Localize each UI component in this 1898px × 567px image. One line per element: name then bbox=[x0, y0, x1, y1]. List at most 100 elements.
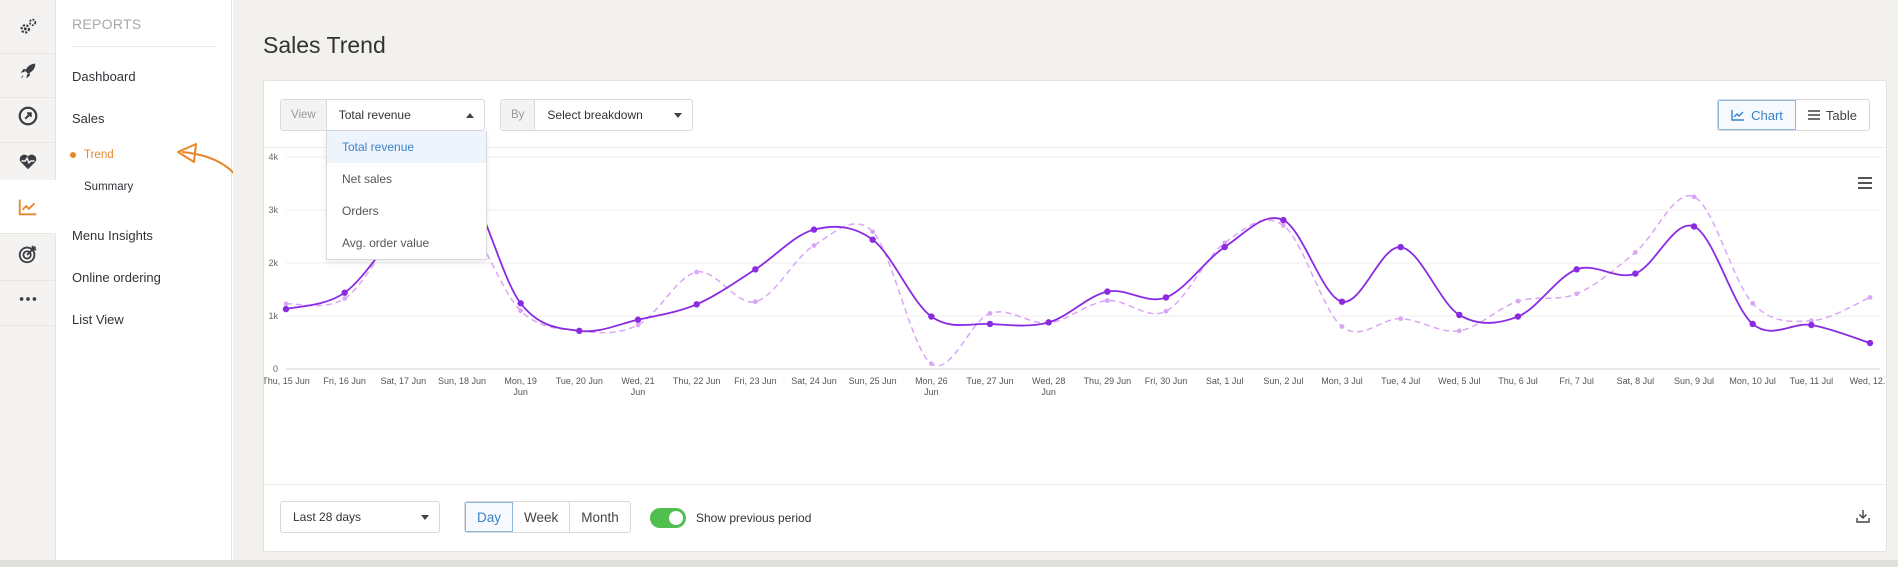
x-tick-label: Thu, 22 Jun bbox=[673, 376, 721, 386]
dropdown-option-net-sales[interactable]: Net sales bbox=[342, 172, 393, 186]
previous-period-point bbox=[342, 296, 348, 301]
chart-view-label: Chart bbox=[1751, 107, 1783, 123]
x-tick-label: Fri, 23 Jun bbox=[734, 376, 777, 386]
previous-period-point bbox=[1808, 318, 1814, 324]
previous-period-point bbox=[811, 243, 817, 248]
dropdown-option-orders[interactable]: Orders bbox=[342, 204, 379, 218]
view-dropdown-menu: Total revenue Net sales Orders Avg. orde… bbox=[326, 131, 487, 260]
table-view-label: Table bbox=[1825, 107, 1857, 123]
show-previous-label: Show previous period bbox=[696, 511, 812, 525]
sidebar-item-summary[interactable]: Summary bbox=[84, 181, 134, 193]
x-tick-label: Sat, 8 Jul bbox=[1617, 376, 1655, 386]
previous-period-point bbox=[1339, 324, 1345, 329]
current-period-point bbox=[986, 320, 994, 328]
breakdown-select-value: Select breakdown bbox=[547, 108, 643, 122]
x-tick-label: Fri, 7 Jul bbox=[1559, 376, 1594, 386]
previous-period-point bbox=[1867, 295, 1873, 300]
view-select-value: Total revenue bbox=[338, 108, 411, 122]
chart-view-button[interactable]: Chart bbox=[1718, 100, 1796, 130]
current-period-point bbox=[1104, 288, 1111, 295]
download-icon[interactable] bbox=[1856, 509, 1870, 523]
sidebar-heading: REPORTS bbox=[72, 16, 142, 32]
sidebar-item-menu-insights[interactable]: Menu Insights bbox=[72, 228, 153, 243]
y-tick-label: 1k bbox=[268, 311, 278, 321]
previous-period-point bbox=[1280, 222, 1286, 228]
x-tick-label: Sat, 24 Jun bbox=[791, 376, 837, 386]
previous-period-point bbox=[635, 322, 641, 328]
current-period-point bbox=[1456, 311, 1463, 319]
dropdown-option-avg-order-value[interactable]: Avg. order value bbox=[342, 236, 430, 250]
breakdown-select[interactable]: By Select breakdown bbox=[500, 99, 693, 131]
previous-period-point bbox=[1750, 300, 1756, 306]
x-tick-label: Fri, 30 Jun bbox=[1145, 376, 1188, 386]
previous-period-line bbox=[285, 195, 1871, 367]
granularity-day-button[interactable]: Day bbox=[465, 502, 514, 532]
previous-period-point bbox=[1574, 291, 1580, 297]
rail-item-dashboard[interactable] bbox=[0, 89, 56, 143]
table-view-button[interactable]: Table bbox=[1796, 100, 1869, 130]
page-bottom-edge bbox=[0, 560, 1898, 567]
granularity-toggle: Day Week Month bbox=[464, 501, 631, 533]
report-card: View Total revenue Total revenue Net sal… bbox=[263, 80, 1887, 552]
previous-period-point bbox=[1222, 240, 1228, 246]
x-tick-label: Mon, 10 Jul bbox=[1729, 376, 1776, 386]
view-select-value-wrap: Total revenue bbox=[327, 100, 484, 130]
x-tick-label: Thu, 15 Jun bbox=[264, 376, 310, 386]
current-period-point bbox=[693, 301, 700, 308]
rail-item-settings[interactable] bbox=[0, 0, 56, 54]
toolbar-divider bbox=[264, 147, 1886, 148]
x-tick-label: Sun, 2 Jul bbox=[1263, 376, 1303, 386]
show-previous-toggle[interactable] bbox=[650, 508, 686, 528]
previous-period-point bbox=[518, 308, 524, 314]
footer-divider bbox=[264, 484, 1886, 485]
view-select[interactable]: View Total revenue bbox=[280, 99, 485, 131]
gears-icon bbox=[20, 18, 37, 34]
dropdown-option-total-revenue[interactable]: Total revenue bbox=[327, 131, 486, 163]
granularity-week-button[interactable]: Week bbox=[513, 502, 571, 532]
sidebar-item-sales[interactable]: Sales bbox=[72, 111, 105, 126]
y-tick-label: 3k bbox=[268, 205, 278, 215]
x-tick-label: Jun bbox=[924, 387, 939, 397]
sidebar-item-dashboard[interactable]: Dashboard bbox=[72, 69, 136, 84]
heart-pulse-icon bbox=[19, 154, 37, 169]
previous-period-point bbox=[1398, 316, 1404, 322]
caret-down-icon bbox=[674, 113, 682, 118]
sidebar-item-trend[interactable]: Trend bbox=[84, 149, 114, 161]
x-tick-label: Wed, 12... bbox=[1850, 376, 1886, 386]
rail-item-more[interactable] bbox=[0, 272, 56, 326]
y-tick-label: 4k bbox=[268, 152, 278, 162]
current-period-line bbox=[285, 177, 1871, 344]
granularity-month-button[interactable]: Month bbox=[581, 509, 619, 525]
target-icon bbox=[18, 245, 37, 263]
x-tick-label: Jun bbox=[631, 387, 646, 397]
current-period-point bbox=[1514, 313, 1522, 320]
x-tick-label: Sun, 9 Jul bbox=[1674, 376, 1714, 386]
x-tick-label: Wed, 21 bbox=[621, 376, 654, 386]
current-period-point bbox=[1280, 216, 1287, 224]
sales-trend-chart: 0 1k 2k 3k 4k Thu, 15 Jun Fri, 16 Jun Sat, 17 … bbox=[264, 152, 1886, 397]
current-period-point bbox=[341, 289, 348, 296]
range-caret-down-icon bbox=[421, 515, 429, 520]
active-dot bbox=[70, 152, 76, 158]
chart-table-toggle: Chart Table bbox=[1717, 99, 1870, 131]
previous-period-point bbox=[1456, 328, 1462, 334]
date-range-value: Last 28 days bbox=[293, 510, 362, 524]
rail-item-launch[interactable] bbox=[0, 44, 56, 98]
current-period-point bbox=[634, 316, 642, 323]
current-period-point bbox=[1866, 339, 1874, 347]
list-icon bbox=[1807, 110, 1820, 120]
chart-menu-icon[interactable] bbox=[1858, 177, 1872, 192]
rail-item-goals[interactable] bbox=[0, 227, 56, 281]
previous-period-point bbox=[1104, 298, 1110, 304]
caret-up-icon bbox=[466, 113, 474, 118]
x-tick-label: Sun, 18 Jun bbox=[438, 376, 486, 386]
sidebar-item-online-ordering[interactable]: Online ordering bbox=[72, 270, 161, 285]
rail-item-reports[interactable] bbox=[0, 180, 56, 234]
toggle-knob bbox=[669, 511, 683, 525]
date-range-select[interactable]: Last 28 days bbox=[280, 501, 440, 533]
x-tick-label: Fri, 16 Jun bbox=[323, 376, 366, 386]
icon-rail bbox=[0, 0, 56, 560]
current-period-point bbox=[1045, 319, 1052, 326]
sidebar-item-list-view[interactable]: List View bbox=[72, 312, 124, 327]
previous-period-point bbox=[1632, 250, 1638, 255]
